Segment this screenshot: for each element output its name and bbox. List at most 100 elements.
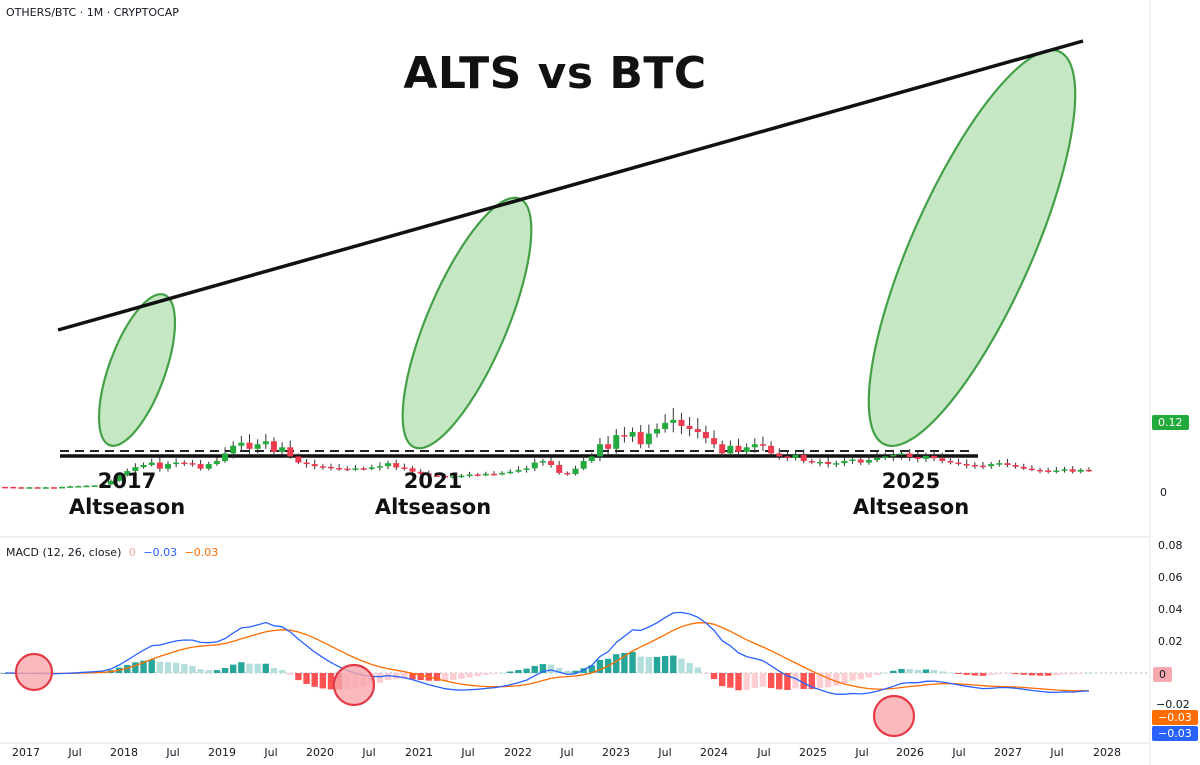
candle-body <box>670 419 677 423</box>
candle-body <box>50 487 57 489</box>
candle-body <box>996 463 1003 465</box>
macd-header: MACD (12, 26, close) 0 −0.03 −0.03 <box>6 546 218 559</box>
macd-hist-bar <box>898 668 905 673</box>
candle-body <box>686 425 693 429</box>
macd-hist-bar <box>776 673 783 690</box>
candle-body <box>580 461 587 469</box>
macd-hist-bar <box>678 658 685 673</box>
macd-hist-bar <box>800 673 807 690</box>
candle-body <box>865 460 872 463</box>
candle-body <box>10 486 17 489</box>
macd-hist-bar <box>417 673 424 681</box>
signal-line-value: −0.03 <box>184 546 219 559</box>
candle-body <box>107 480 114 485</box>
candle-body <box>368 467 375 469</box>
macd-hist-bar <box>1077 673 1084 674</box>
macd-hist-bar <box>1045 673 1052 676</box>
macd-cross-circle <box>14 652 54 692</box>
macd-hist-bar <box>653 656 661 673</box>
candle-body <box>336 468 343 470</box>
macd-hist-bar <box>311 673 318 687</box>
candle-body <box>222 453 229 462</box>
candle-body <box>254 444 261 449</box>
candle-body <box>197 464 204 469</box>
candle-body <box>1028 468 1035 471</box>
candle-body <box>605 444 612 449</box>
candle-body <box>515 469 522 472</box>
candle-body <box>906 453 913 458</box>
candle-body <box>328 466 334 469</box>
support-lines <box>60 450 978 458</box>
macd-hist-bar <box>213 670 221 673</box>
macd-hist-bar <box>254 663 261 673</box>
macd-hist-bar <box>181 664 188 673</box>
macd-hist-bar <box>498 672 506 674</box>
time-axis-label: 2020 <box>306 746 334 759</box>
candle-body <box>564 472 571 475</box>
time-axis-label: Jul <box>68 746 82 759</box>
chart-title: ALTS vs BTC <box>403 48 707 99</box>
macd-hist-bar <box>857 673 864 680</box>
macd-hist-bar <box>987 673 995 676</box>
macd-hist-bar <box>197 669 204 673</box>
candle-body <box>980 465 986 468</box>
macd-axis-label: 0.06 <box>1158 571 1183 584</box>
candle-body <box>645 433 652 445</box>
time-axis-label: Jul <box>264 746 278 759</box>
macd-hist-bar <box>148 659 155 673</box>
time-axis-label: Jul <box>1050 746 1064 759</box>
candle-body <box>376 466 383 468</box>
macd-hist-bar <box>727 673 734 688</box>
macd-cross-markers <box>14 652 916 738</box>
time-axis-label: 2026 <box>896 746 924 759</box>
candle-body <box>523 468 530 470</box>
macd-hist-bar <box>865 673 873 678</box>
candle-body <box>963 464 970 466</box>
macd-hist-bar <box>824 673 832 688</box>
candle-body <box>507 471 514 474</box>
candle-body <box>572 468 579 475</box>
macd-hist-bar <box>873 673 881 676</box>
candle-body <box>539 461 546 463</box>
macd-hist-bar <box>319 673 327 689</box>
candle-body <box>914 457 921 459</box>
macd-hist-bar <box>588 665 595 673</box>
candle-body <box>1061 469 1068 471</box>
annotation-year: 2025 <box>881 469 941 493</box>
candle-body <box>898 453 905 455</box>
macd-hist-bar <box>246 663 253 673</box>
resistance-trendline <box>57 39 1084 332</box>
candle-body <box>654 429 660 434</box>
macd-hist-bar <box>971 673 979 676</box>
candle-body <box>303 462 310 465</box>
macd-cross-circle <box>332 663 376 707</box>
macd-hist-bar <box>295 673 302 681</box>
macd-hist-bar <box>955 673 962 674</box>
macd-hist-bar <box>670 655 677 673</box>
time-axis-label: Jul <box>855 746 869 759</box>
candle-body <box>808 461 815 463</box>
candle-body <box>768 445 775 454</box>
macd-hist-bar <box>833 673 840 686</box>
candle-body <box>874 457 881 461</box>
annotation-year: 2021 <box>403 469 463 493</box>
candle-body <box>556 464 563 473</box>
macd-hist-bar <box>890 670 897 673</box>
macd-hist-bar <box>694 667 701 673</box>
macd-hist-bar <box>1004 673 1011 674</box>
macd-hist-bar <box>547 664 555 673</box>
signal-value-tag: −0.03 <box>1152 710 1198 725</box>
candle-body <box>955 462 962 465</box>
time-axis-label: 2017 <box>12 746 40 759</box>
macd-hist-bar <box>719 673 726 687</box>
annotation-label: Altseason <box>68 495 186 519</box>
macd-hist-bar <box>376 673 384 683</box>
candle-body <box>694 429 701 433</box>
candle-body <box>890 454 897 457</box>
macd-hist-bar <box>172 662 180 673</box>
macd-hist-bar <box>751 673 758 688</box>
candle-body <box>205 464 212 469</box>
candle-body <box>711 438 718 445</box>
candle-body <box>173 462 180 465</box>
